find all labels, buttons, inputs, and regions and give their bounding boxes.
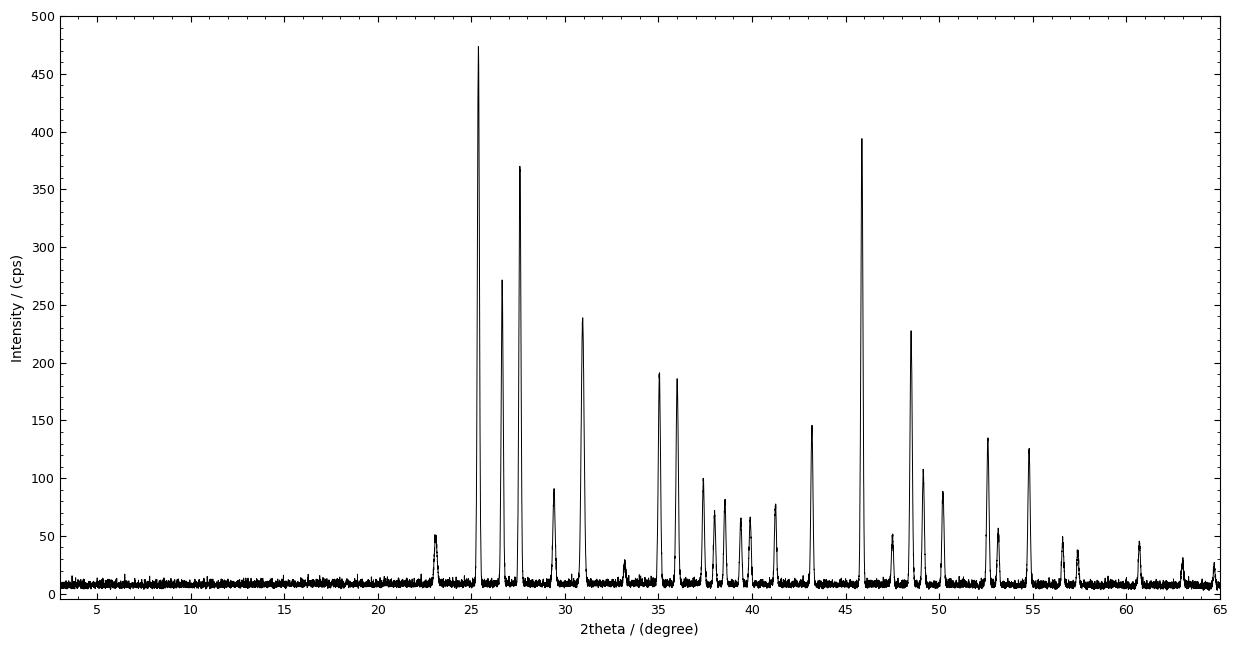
X-axis label: 2theta / (degree): 2theta / (degree) xyxy=(580,623,699,637)
Y-axis label: Intensity / (cps): Intensity / (cps) xyxy=(11,254,25,362)
